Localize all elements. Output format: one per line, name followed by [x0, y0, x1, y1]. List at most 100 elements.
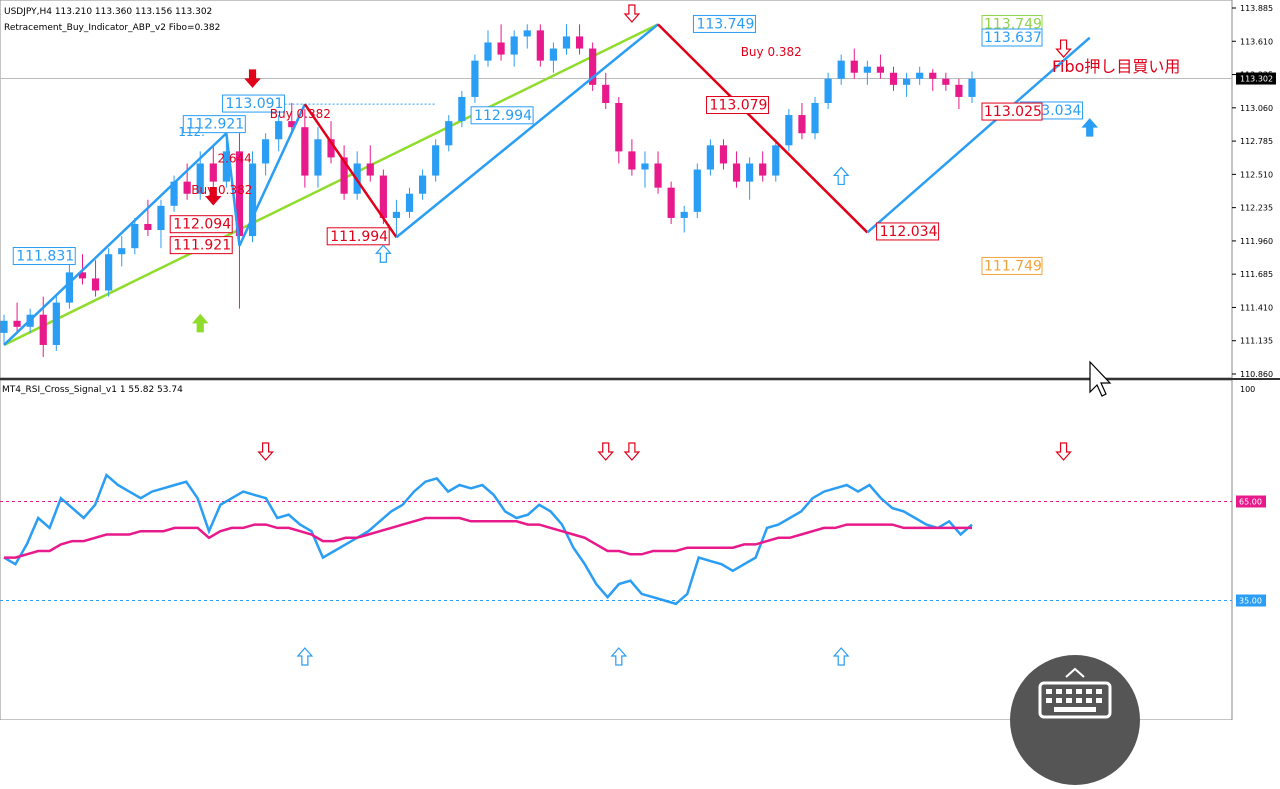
candle-body [78, 272, 87, 279]
price-tick-label: 111.410 [1240, 303, 1273, 312]
swing-low-label: 111.994 [330, 229, 388, 245]
candle-body [222, 151, 230, 182]
fibo-level-box [981, 256, 1043, 275]
overlap-label: Buy 0.382 [270, 107, 331, 121]
swing-high-label-box [12, 247, 76, 266]
price-tick-label: 111.960 [1240, 237, 1273, 246]
zigzag-segment [657, 23, 869, 234]
overlap-label: 2.644 [217, 152, 251, 166]
candle-body [432, 145, 440, 176]
swing-low-label-box [169, 236, 233, 255]
swing-high-label: 111.831 [16, 249, 74, 265]
rsi-level-label: 65.00 [1239, 498, 1262, 507]
price-tick-label: 110.860 [1240, 370, 1273, 379]
fibo-level-label: 113.749 [984, 16, 1042, 32]
down-arrow-icon [244, 69, 261, 88]
fibo-level-label: 113.637 [984, 30, 1042, 46]
down-arrow-icon [1055, 39, 1072, 58]
candle-body [772, 145, 780, 176]
candle-body [732, 163, 741, 182]
chart-canvas: 111.831 112.921 113.091 112.994 113.749 113.0… [0, 0, 1280, 721]
candle-body [889, 72, 898, 85]
candle-body [392, 211, 401, 218]
swing-low-label-box [169, 215, 233, 234]
candle-body [262, 139, 270, 164]
candle-body [824, 78, 832, 103]
swing-high-label: 113.091 [226, 96, 284, 112]
candle-body [615, 102, 623, 152]
candle-body [602, 84, 610, 103]
zigzag-segment [866, 36, 1091, 234]
price-tick-label: 111.135 [1240, 337, 1273, 346]
zigzag-segment [3, 132, 228, 346]
candle-body [929, 72, 937, 79]
candle-body [314, 139, 322, 176]
candle-body [562, 36, 571, 49]
fibo-level-box [981, 102, 1043, 121]
candle-body [798, 115, 806, 134]
zigzag-segment [225, 133, 241, 246]
keyboard-button[interactable] [1010, 655, 1140, 785]
candle-body [955, 84, 963, 97]
current-price-label: 113.302 [1240, 75, 1273, 84]
candle-body [902, 78, 911, 85]
candle-body [248, 163, 257, 237]
candle-body [340, 157, 348, 194]
swing-high-label: 112.994 [474, 108, 532, 124]
up-arrow-icon [296, 647, 314, 666]
candle-body [706, 145, 714, 170]
price-axis[interactable]: 113.885113.610113.335113.060112.785112.5… [1232, 4, 1276, 607]
fibo-annotation: Fibo押し目買い用 [1052, 57, 1180, 76]
main-panel[interactable] [0, 0, 1233, 379]
candle-body [445, 121, 453, 146]
candle-body [785, 115, 793, 146]
candle-body [39, 314, 47, 345]
chart-title: USDJPY,H4 113.210 113.360 113.156 113.30… [4, 7, 212, 17]
down-arrow-icon [1055, 442, 1072, 461]
candle-body [916, 72, 924, 79]
candle-body [850, 60, 858, 73]
rsi-indicator-label: MT4_RSI_Cross_Signal_v1 1 55.82 53.74 [2, 385, 183, 395]
price-tick-label: 113.060 [1240, 104, 1273, 113]
candle-body [0, 320, 8, 333]
swing-low-label: 112.094 [173, 217, 231, 233]
rsi-fast-line [3, 472, 973, 606]
zigzag-segment [303, 103, 398, 238]
swing-high-label-box [692, 14, 756, 33]
rsi-level-box [1236, 495, 1266, 508]
rsi-chart-layer [0, 442, 1232, 699]
candle-body [759, 163, 767, 176]
mouse-cursor-icon [1089, 360, 1112, 397]
overlap-label: 112. [178, 125, 205, 139]
candle-body [837, 60, 845, 79]
candle-body [628, 151, 636, 170]
swing-low-label-box [326, 227, 390, 246]
candle-body [471, 60, 479, 97]
candle-body [680, 211, 688, 218]
down-arrow-icon [597, 442, 615, 461]
zigzag-segment [238, 103, 306, 247]
candle-body [863, 66, 871, 73]
price-tick-label: 111.685 [1240, 270, 1273, 279]
candle-body [549, 48, 558, 61]
swing-high-label-box [470, 106, 534, 125]
candle-body [13, 320, 21, 327]
chart-frame [0, 0, 1280, 721]
price-tick-label: 112.235 [1240, 204, 1273, 213]
candle-body [497, 42, 505, 55]
candle-body [288, 121, 296, 128]
swing-high-label: 112.921 [186, 117, 244, 133]
fibo-level-box [981, 28, 1043, 47]
swing-low-label: 112.034 [880, 224, 938, 240]
candle-body [654, 163, 662, 188]
candle-body [366, 163, 374, 176]
up-arrow-icon [375, 244, 392, 263]
rsi-slow-line [4, 516, 972, 559]
zigzag-segment [395, 23, 659, 239]
candle-body [52, 302, 60, 345]
price-tick-label: 113.610 [1240, 37, 1273, 46]
swing-low-label-box [706, 96, 770, 115]
overlap-label: Buy 0.382 [741, 45, 802, 59]
candle-body [235, 151, 244, 237]
price-tick-label: 112.785 [1240, 137, 1273, 146]
